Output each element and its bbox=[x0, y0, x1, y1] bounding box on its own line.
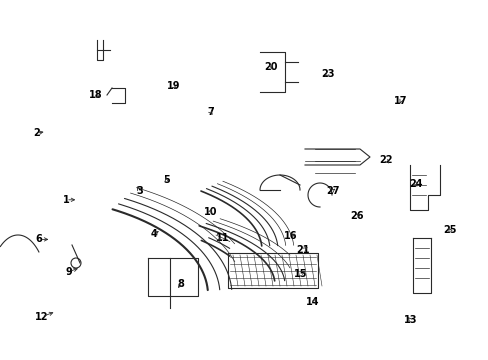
Text: 26: 26 bbox=[349, 211, 363, 221]
Text: 12: 12 bbox=[35, 312, 48, 322]
Text: 8: 8 bbox=[177, 279, 184, 289]
Text: 11: 11 bbox=[215, 233, 229, 243]
Text: 1: 1 bbox=[62, 195, 69, 205]
Text: 5: 5 bbox=[163, 175, 169, 185]
Text: 9: 9 bbox=[65, 267, 72, 277]
Text: 24: 24 bbox=[408, 179, 422, 189]
Text: 22: 22 bbox=[379, 155, 392, 165]
Text: 7: 7 bbox=[206, 107, 213, 117]
Text: 2: 2 bbox=[33, 128, 40, 138]
Text: 15: 15 bbox=[293, 269, 307, 279]
Text: 20: 20 bbox=[264, 62, 278, 72]
Text: 6: 6 bbox=[36, 234, 42, 244]
Text: 27: 27 bbox=[325, 186, 339, 196]
Text: 10: 10 bbox=[203, 207, 217, 217]
Text: 17: 17 bbox=[393, 96, 407, 106]
Text: 21: 21 bbox=[296, 245, 309, 255]
Text: 14: 14 bbox=[305, 297, 319, 307]
Text: 25: 25 bbox=[442, 225, 456, 235]
Text: 4: 4 bbox=[150, 229, 157, 239]
Text: 23: 23 bbox=[320, 69, 334, 79]
Text: 3: 3 bbox=[136, 186, 142, 196]
Text: 19: 19 bbox=[166, 81, 180, 91]
Text: 16: 16 bbox=[284, 231, 297, 241]
Text: 18: 18 bbox=[88, 90, 102, 100]
Text: 13: 13 bbox=[403, 315, 417, 325]
